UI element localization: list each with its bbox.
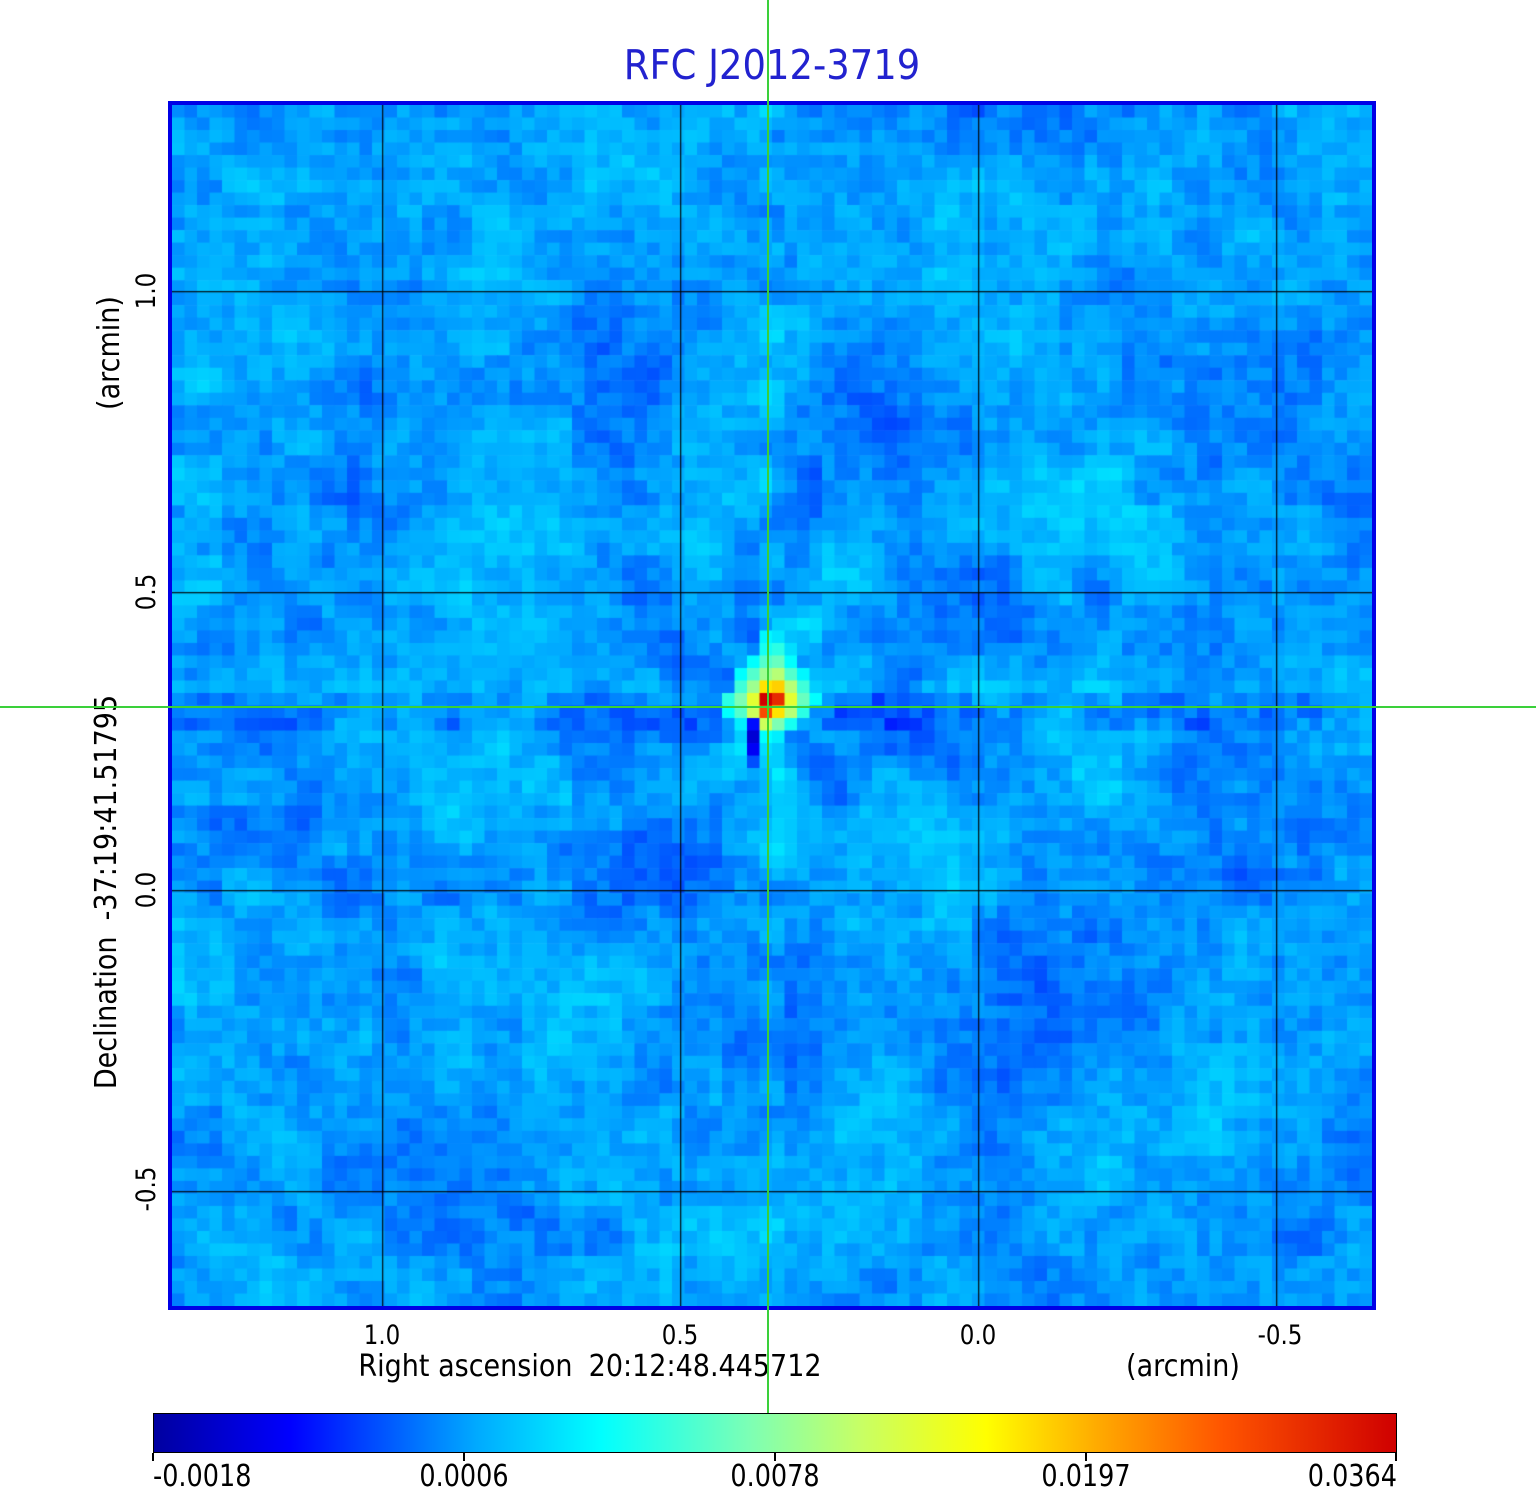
- colorbar-label: 0.0006: [419, 1459, 509, 1494]
- colorbar-label: 0.0197: [1041, 1459, 1131, 1494]
- x-axis-title-text: Right ascension: [358, 1349, 573, 1384]
- colorbar-tick: [1395, 1453, 1397, 1461]
- y-axis-unit: (arcmin): [92, 296, 127, 410]
- colorbar-tick: [152, 1453, 154, 1461]
- y-tick-label: 0.0: [131, 871, 162, 909]
- x-tick-label: 0.5: [661, 1320, 699, 1351]
- plot-frame: [168, 101, 1376, 1310]
- x-tick-label: 0.0: [959, 1320, 997, 1351]
- x-tick-label: 1.0: [363, 1320, 401, 1351]
- colorbar-scale: [153, 1413, 1397, 1453]
- crosshair-horizontal-line: [0, 706, 1536, 708]
- sky-image-canvas: [172, 105, 1372, 1306]
- x-tick-label: -0.5: [1257, 1320, 1303, 1351]
- x-axis-unit: (arcmin): [1126, 1349, 1240, 1384]
- plot-title: RFC J2012-3719: [623, 41, 921, 89]
- colorbar-label: -0.0018: [153, 1459, 252, 1494]
- x-axis-title: Right ascension 20:12:48.445712: [358, 1349, 821, 1385]
- y-tick-label: 0.5: [131, 573, 162, 611]
- x-axis-title-value: 20:12:48.445712: [588, 1349, 822, 1384]
- y-tick-label: 1.0: [131, 272, 162, 310]
- y-axis-title: Declination -37:19:41.51795: [89, 695, 125, 1089]
- colorbar-tick: [774, 1453, 776, 1461]
- colorbar-tick: [1085, 1453, 1087, 1461]
- y-axis-title-value: -37:19:41.51795: [89, 694, 124, 921]
- y-tick-label: -0.5: [131, 1166, 162, 1212]
- y-axis-title-text: Declination: [89, 936, 124, 1090]
- colorbar-label: 0.0364: [1307, 1459, 1397, 1494]
- colorbar-label: 0.0078: [730, 1459, 820, 1494]
- colorbar-tick: [463, 1453, 465, 1461]
